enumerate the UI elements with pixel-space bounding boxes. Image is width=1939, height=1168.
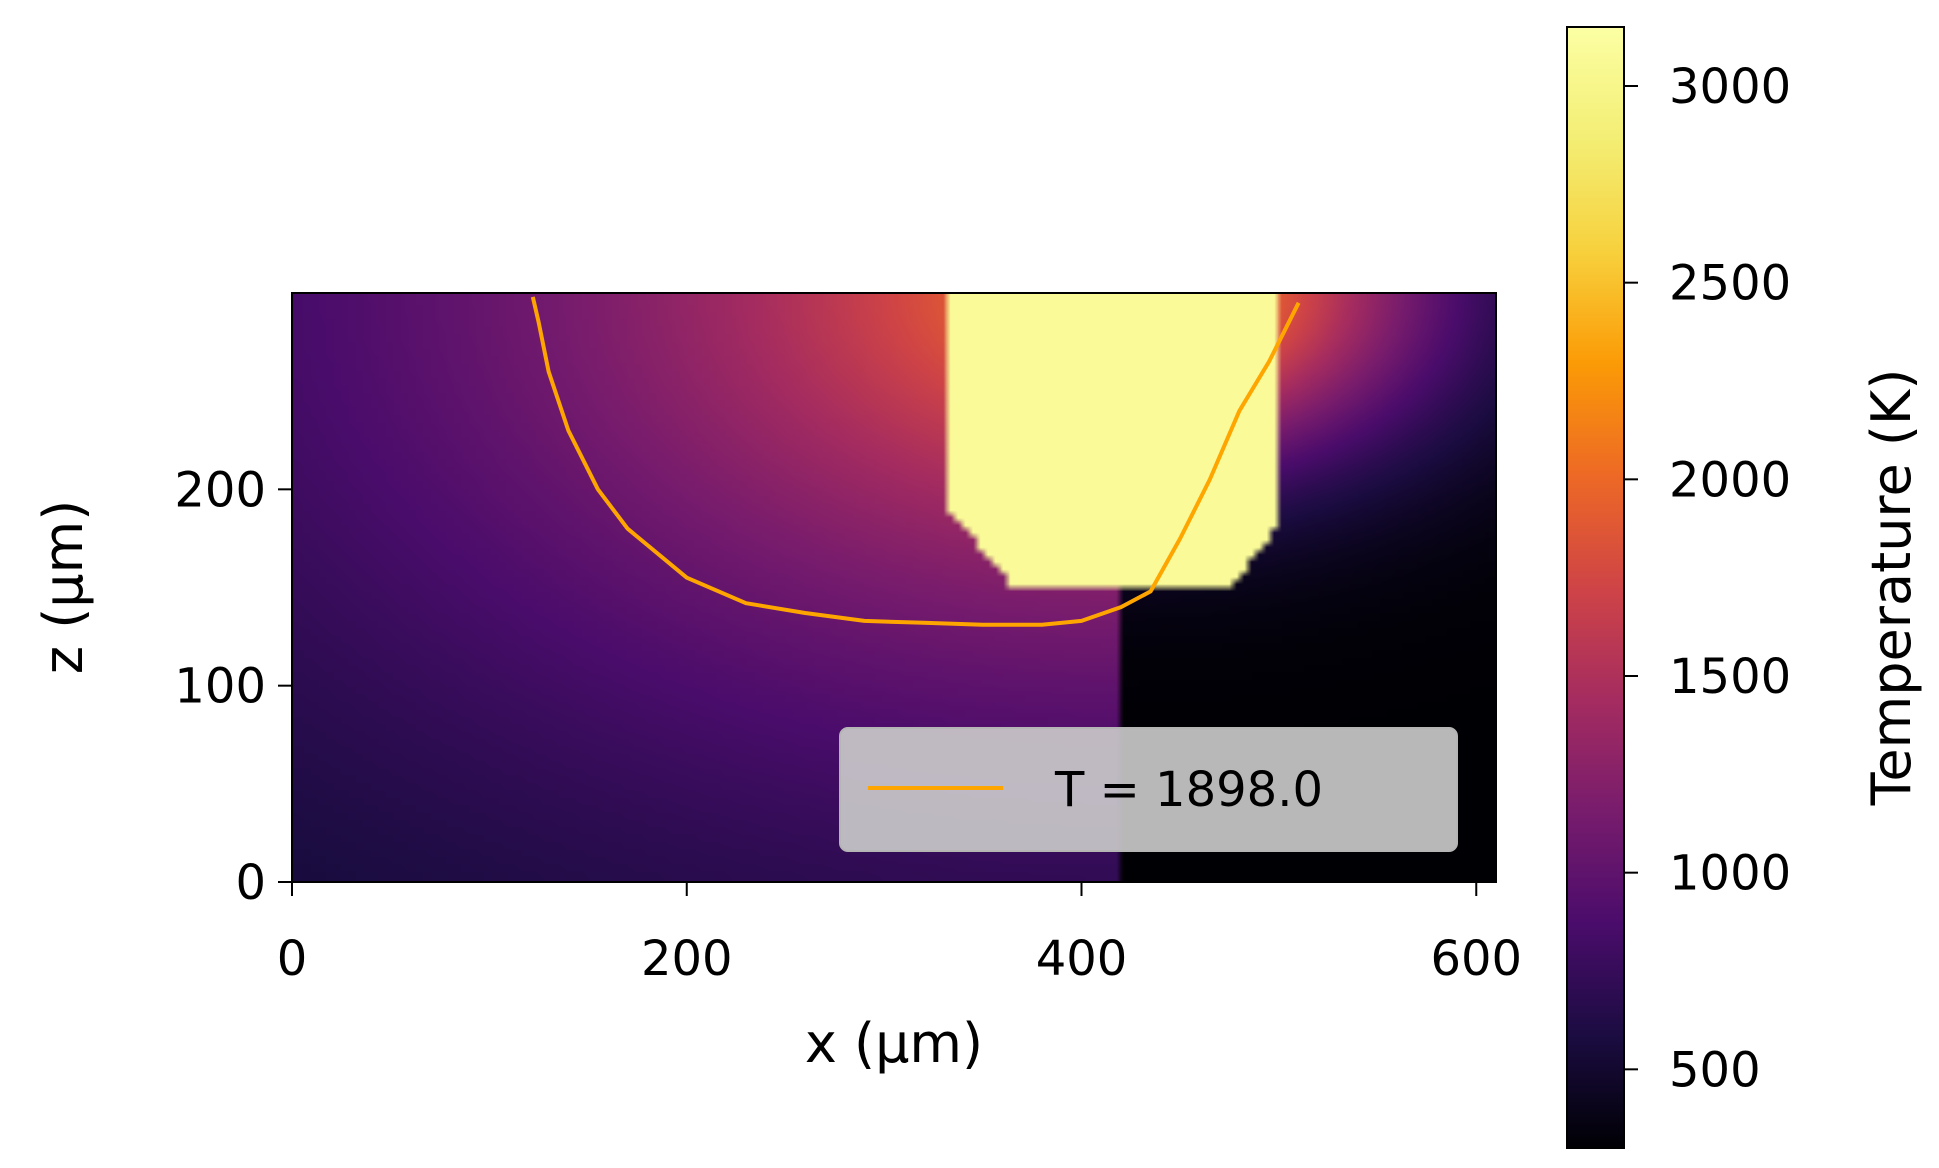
x-axis-label: x (μm)	[805, 1012, 983, 1075]
x-tick-label: 400	[1036, 931, 1128, 987]
y-tick-label: 100	[174, 659, 266, 715]
x-tick-label: 0	[277, 931, 308, 987]
colorbar-tick-label: 3000	[1669, 59, 1791, 115]
plot-area	[292, 293, 1496, 882]
colorbar-tick-label: 1000	[1669, 846, 1791, 902]
colorbar-label: Temperature (K)	[1860, 369, 1923, 807]
y-tick-label: 200	[174, 462, 266, 518]
legend: T = 1898.0	[839, 727, 1458, 852]
contour-line	[530, 296, 1301, 627]
colorbar-tick-label: 2500	[1669, 256, 1791, 312]
colorbar-tick-label: 500	[1669, 1042, 1761, 1098]
y-axis-label: z (μm)	[32, 500, 95, 675]
colorbar-bar	[1566, 26, 1625, 1149]
colorbar-tick-label: 1500	[1669, 649, 1791, 705]
legend-entry-label: T = 1898.0	[1054, 762, 1323, 818]
y-axis: 0 100 200	[174, 462, 292, 911]
colorbar-ticks: 500 1000 1500 2000 2500 3000	[1624, 59, 1791, 1098]
plot-frame	[291, 292, 1497, 883]
colorbar-tick-label: 2000	[1669, 452, 1791, 508]
x-axis: 0 200 400 600	[277, 882, 1522, 987]
legend-box	[839, 727, 1458, 852]
colorbar: 500 1000 1500 2000 2500 3000 Temperature (K)	[1566, 26, 1923, 1149]
x-tick-label: 200	[641, 931, 733, 987]
y-tick-label: 0	[235, 855, 266, 911]
x-tick-label: 600	[1430, 931, 1522, 987]
